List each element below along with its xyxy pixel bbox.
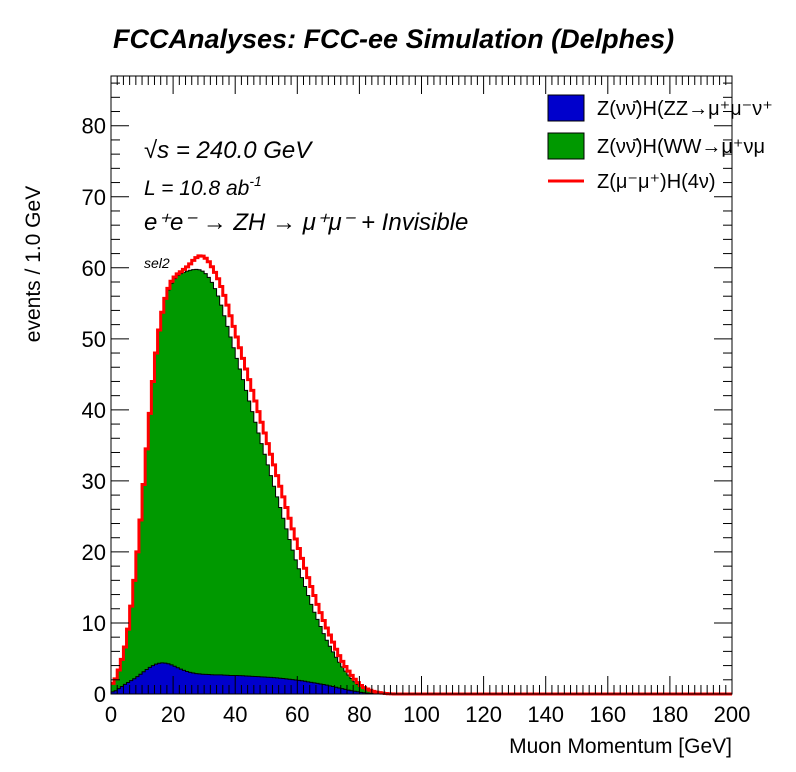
x-tick-label: 140 xyxy=(527,702,564,727)
chart-title: FCCAnalyses: FCC-ee Simulation (Delphes) xyxy=(113,24,674,54)
x-tick-label: 160 xyxy=(589,702,626,727)
x-tick-label: 180 xyxy=(652,702,689,727)
energy-annotation: √s = 240.0 GeV xyxy=(144,137,313,164)
x-tick-label: 100 xyxy=(403,702,440,727)
y-tick-label: 80 xyxy=(82,114,106,139)
sqrt-s-symbol: √s xyxy=(144,137,169,164)
x-tick-label: 80 xyxy=(347,702,371,727)
y-tick-label: 60 xyxy=(82,256,106,281)
luminosity-annotation: L = 10.8 ab-1 xyxy=(144,173,262,200)
legend-swatch xyxy=(547,132,585,160)
legend: Z(νν̄)H(ZZ→μ⁺μ⁻ν⁺ Z(νν̄)H(WW→μ⁺νμ Z(μ⁻μ⁺)H… xyxy=(547,94,773,193)
plot-frame xyxy=(110,75,733,695)
energy-value: = 240.0 GeV xyxy=(169,137,313,164)
y-tick-label: 20 xyxy=(82,540,106,565)
histogram-layer xyxy=(110,254,732,696)
luminosity-value: L = 10.8 ab xyxy=(144,177,250,200)
x-tick-label: 40 xyxy=(223,702,247,727)
process-annotation: e⁺e⁻ → ZH → μ⁺μ⁻ + Invisible xyxy=(144,209,468,236)
legend-label-0: Z(νν̄)H(ZZ→μ⁺μ⁻ν⁺ xyxy=(597,98,773,120)
luminosity-exponent: -1 xyxy=(249,173,261,189)
axis-ticks: 0 20 40 60 80 100 120 140 160 180 200 0 10 20 30 40 50 60… xyxy=(82,76,751,727)
legend-label-2: Z(μ⁻μ⁺)H(4ν) xyxy=(597,171,716,193)
histogram-stack-1 xyxy=(110,268,732,695)
x-axis-label: Muon Momentum [GeV] xyxy=(509,735,732,758)
x-tick-label: 0 xyxy=(105,702,117,727)
y-tick-label: 70 xyxy=(82,185,106,210)
legend-swatch xyxy=(547,94,585,122)
legend-label-1: Z(νν̄)H(WW→μ⁺νμ xyxy=(597,136,765,158)
y-tick-label: 40 xyxy=(82,398,106,423)
x-tick-label: 60 xyxy=(285,702,309,727)
y-tick-label: 10 xyxy=(82,611,106,636)
x-tick-label: 200 xyxy=(714,702,751,727)
y-tick-label: 50 xyxy=(82,327,106,352)
x-tick-label: 20 xyxy=(161,702,185,727)
y-tick-label: 30 xyxy=(82,469,106,494)
y-tick-label: 0 xyxy=(94,682,106,707)
y-axis-label: events / 1.0 GeV xyxy=(22,186,45,342)
selection-label: sel2 xyxy=(144,255,170,271)
x-tick-label: 120 xyxy=(465,702,502,727)
